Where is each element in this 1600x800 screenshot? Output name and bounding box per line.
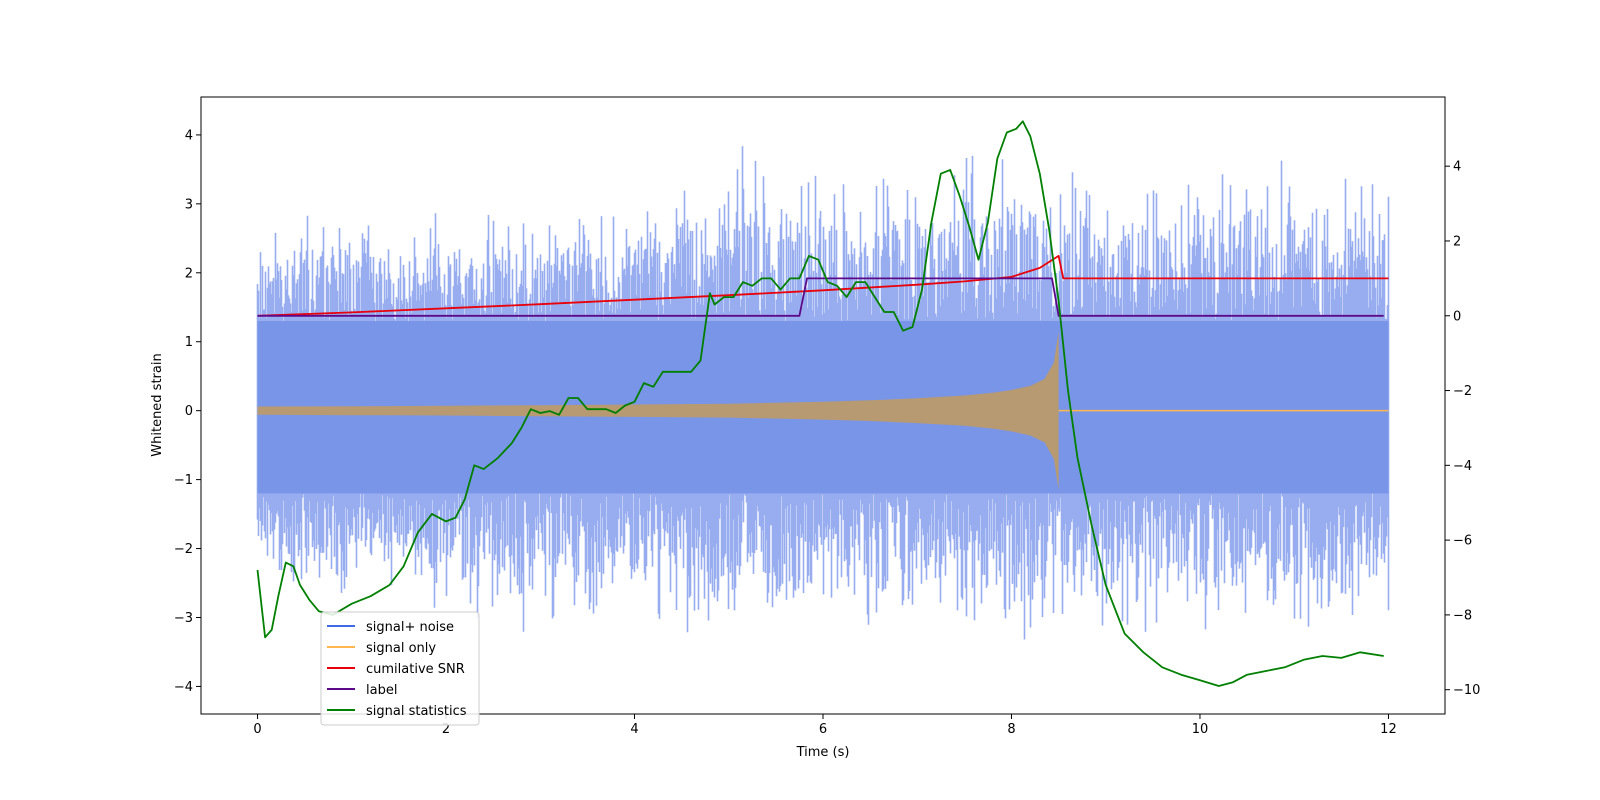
y2-tick-label: 0 (1453, 309, 1461, 324)
x-axis-label: Time (s) (796, 745, 850, 760)
y2-tick-label: 2 (1453, 234, 1461, 249)
y2-tick-label: −2 (1453, 384, 1472, 399)
x-tick-label: 0 (253, 722, 261, 737)
x-tick-label: 6 (819, 722, 827, 737)
signal-statistics-line (256, 120, 1384, 687)
y-tick-label: 2 (185, 266, 193, 281)
x-tick-label: 4 (630, 722, 638, 737)
x-tick-label: 8 (1007, 722, 1015, 737)
series-layer (256, 120, 1390, 687)
y2-tick-label: −6 (1453, 534, 1472, 549)
y-tick-label: −3 (174, 611, 193, 626)
y-tick-label: 4 (185, 128, 193, 143)
y2-tick-label: −10 (1453, 683, 1480, 698)
legend-entry: signal+ noise (366, 620, 454, 635)
legend-box (320, 611, 480, 726)
legend-entry: signal only (366, 641, 436, 656)
y-tick-label: 1 (185, 335, 193, 350)
y-tick-label: −1 (174, 473, 193, 488)
x-tick-label: 12 (1380, 722, 1397, 737)
y-tick-label: −4 (174, 680, 193, 695)
x-tick-label: 2 (442, 722, 450, 737)
legend: signal+ noise signal only cumilative SNR la… (320, 611, 480, 726)
y-tick-label: 3 (185, 197, 193, 212)
label-line (257, 277, 1384, 317)
signal-only-chirp (257, 331, 1059, 490)
legend-entry: cumilative SNR (366, 662, 465, 677)
y2-tick-label: −4 (1453, 459, 1472, 474)
legend-entry: label (366, 683, 397, 698)
y2-tick-label: 4 (1453, 160, 1461, 175)
legend-entry: signal statistics (366, 704, 467, 719)
y2-tick-label: −8 (1453, 608, 1472, 623)
y-axis-label: Whitened strain (150, 353, 165, 456)
cumulative-snr-line (257, 254, 1389, 317)
y-tick-label: −2 (174, 542, 193, 557)
x-tick-label: 10 (1192, 722, 1209, 737)
y-tick-label: 0 (185, 404, 193, 419)
